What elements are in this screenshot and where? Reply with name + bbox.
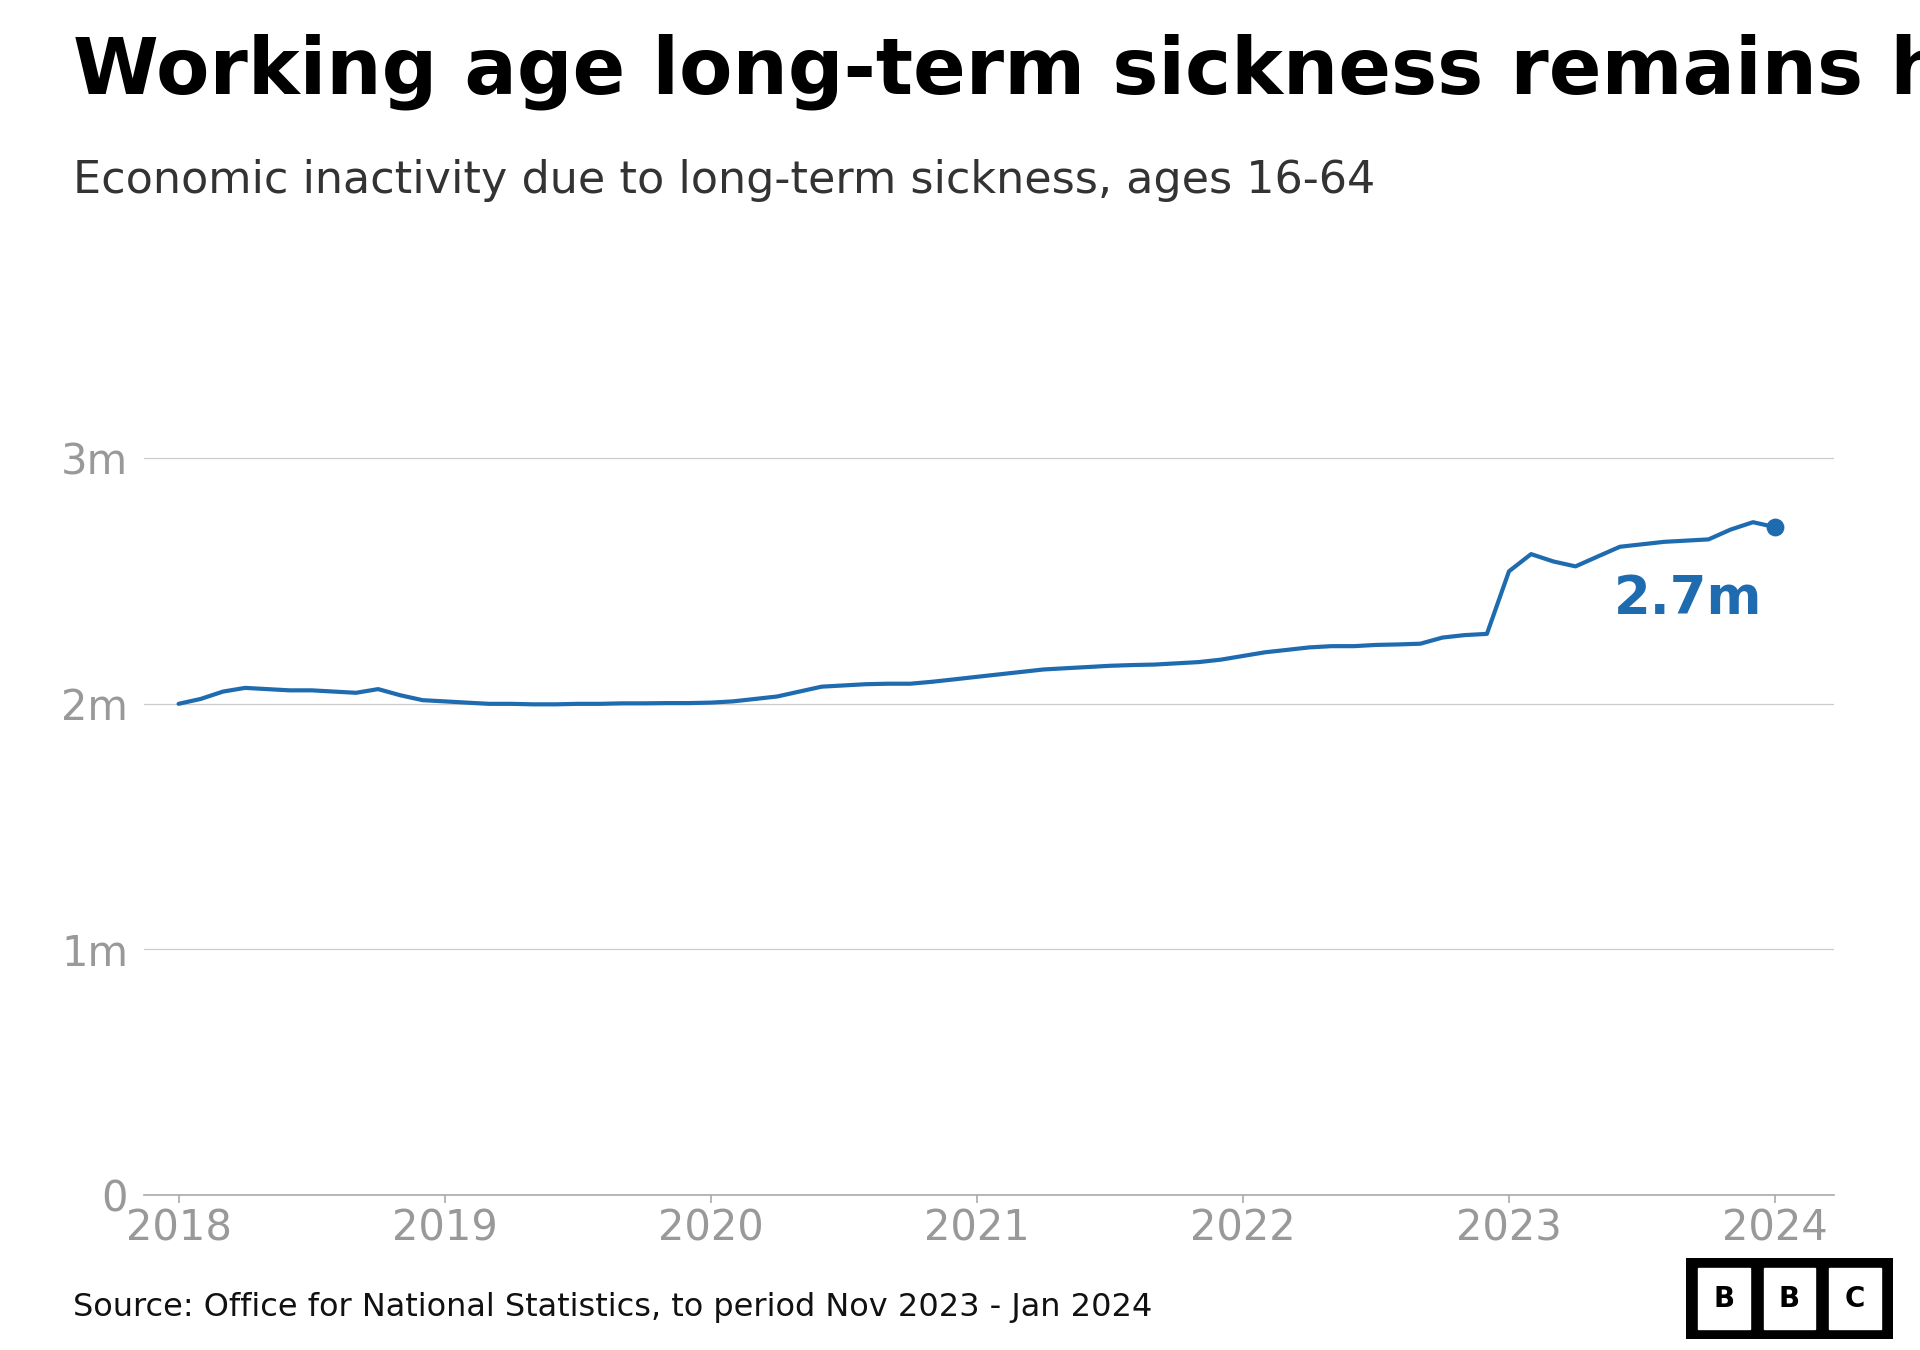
- Text: B: B: [1713, 1285, 1734, 1312]
- Text: 2.7m: 2.7m: [1613, 572, 1763, 625]
- Point: [1761, 516, 1791, 537]
- Text: B: B: [1778, 1285, 1801, 1312]
- Text: Economic inactivity due to long-term sickness, ages 16-64: Economic inactivity due to long-term sic…: [73, 159, 1375, 202]
- Bar: [1763, 1269, 1814, 1328]
- Text: Working age long-term sickness remains high: Working age long-term sickness remains h…: [73, 34, 1920, 111]
- Bar: [1697, 1269, 1749, 1328]
- Bar: [1830, 1269, 1882, 1328]
- Text: C: C: [1845, 1285, 1864, 1312]
- Text: Source: Office for National Statistics, to period Nov 2023 - Jan 2024: Source: Office for National Statistics, …: [73, 1292, 1152, 1323]
